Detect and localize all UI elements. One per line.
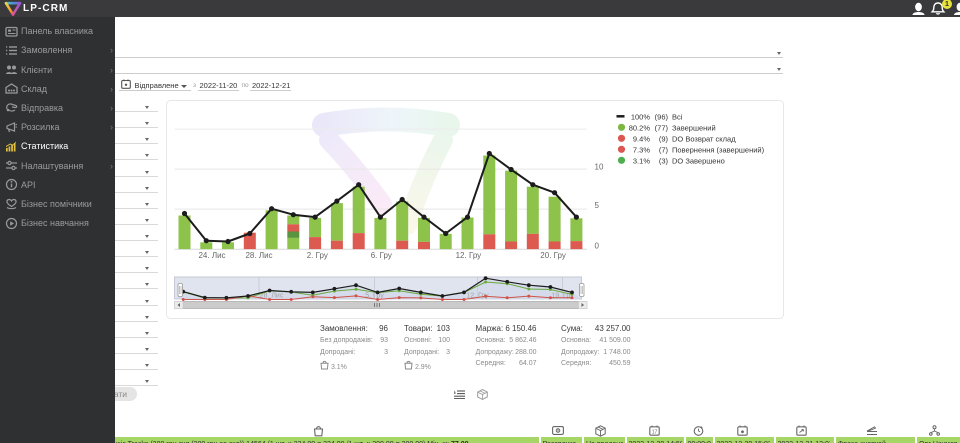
svg-text:7.3%: 7.3% xyxy=(633,145,650,154)
svg-text:9.4%: 9.4% xyxy=(633,134,650,143)
svg-text:(96): (96) xyxy=(655,112,669,121)
svg-text:2. Гру: 2. Гру xyxy=(307,251,328,260)
svg-text:Всі: Всі xyxy=(672,112,683,121)
svg-text:28. Лис: 28. Лис xyxy=(245,251,272,260)
svg-text:20. Гру: 20. Гру xyxy=(540,251,566,260)
svg-text:10: 10 xyxy=(595,163,604,172)
svg-text:(77): (77) xyxy=(655,123,669,132)
svg-text:(7): (7) xyxy=(659,145,669,154)
svg-text:12. Гру: 12. Гру xyxy=(456,251,482,260)
svg-text:(3): (3) xyxy=(659,156,669,165)
svg-text:5. Гру: 5. Гру xyxy=(365,293,384,300)
svg-text:DO Возврат склад: DO Возврат склад xyxy=(672,134,736,143)
svg-text:0: 0 xyxy=(595,242,600,251)
svg-text:28. Лис: 28. Лис xyxy=(260,293,284,300)
svg-text:24. Лис: 24. Лис xyxy=(198,251,225,260)
svg-text:80.2%: 80.2% xyxy=(629,123,651,132)
svg-text:3.1%: 3.1% xyxy=(633,156,650,165)
svg-text:(9): (9) xyxy=(659,134,669,143)
svg-text:12. Гру: 12. Гру xyxy=(466,293,489,300)
svg-text:6. Гру: 6. Гру xyxy=(371,251,392,260)
svg-text:100%: 100% xyxy=(631,112,651,121)
svg-text:17: 17 xyxy=(652,430,658,436)
svg-text:Повернення (завершений): Повернення (завершений) xyxy=(672,145,765,154)
svg-text:5: 5 xyxy=(595,201,600,210)
svg-text:Завершений: Завершений xyxy=(672,123,716,132)
svg-text:19. Гру: 19. Гру xyxy=(551,293,574,300)
svg-text:DO Завершено: DO Завершено xyxy=(672,156,725,165)
